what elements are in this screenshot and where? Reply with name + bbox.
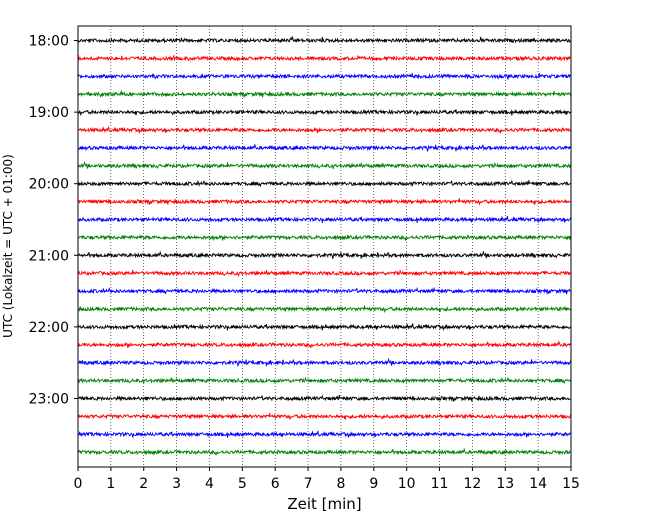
trace-2145 bbox=[77, 305, 572, 314]
trace-1815 bbox=[77, 55, 572, 62]
x-axis-ticks: 0 1 2 3 4 5 6 7 8 9 10 11 12 13 14 15 bbox=[74, 467, 580, 492]
y-tick-label: 21:00 bbox=[29, 248, 69, 264]
y-axis-ticks: 18:00 19:00 20:00 21:00 22:00 23:00 bbox=[29, 34, 78, 408]
x-tick-label: 6 bbox=[271, 476, 280, 492]
x-tick-label: 14 bbox=[529, 476, 547, 492]
trace-1945 bbox=[77, 160, 572, 170]
plot-frame bbox=[77, 25, 572, 468]
trace-2100 bbox=[77, 250, 572, 259]
y-tick-label: 22:00 bbox=[29, 320, 69, 336]
grid-lines bbox=[110, 26, 539, 467]
trace-1930 bbox=[77, 143, 572, 152]
x-tick-label: 13 bbox=[496, 476, 514, 492]
x-tick-label: 10 bbox=[398, 476, 416, 492]
x-tick-label: 12 bbox=[463, 476, 481, 492]
x-tick-label: 15 bbox=[562, 476, 580, 492]
x-tick-label: 4 bbox=[205, 476, 214, 492]
x-axis-label: Zeit [min] bbox=[287, 495, 361, 513]
trace-2015 bbox=[77, 198, 572, 206]
trace-1915 bbox=[77, 126, 572, 135]
x-tick-label: 9 bbox=[369, 476, 378, 492]
trace-2000 bbox=[77, 179, 572, 188]
trace-2115 bbox=[77, 269, 572, 277]
y-tick-label: 20:00 bbox=[29, 177, 69, 193]
x-tick-label: 8 bbox=[336, 476, 345, 492]
x-tick-label: 7 bbox=[304, 476, 313, 492]
trace-2300 bbox=[77, 394, 572, 402]
trace-2200 bbox=[77, 323, 572, 331]
trace-2330 bbox=[77, 430, 572, 439]
trace-1900 bbox=[77, 108, 572, 117]
y-tick-label: 18:00 bbox=[29, 34, 69, 50]
trace-2245 bbox=[77, 376, 572, 385]
trace-2315 bbox=[77, 412, 572, 421]
x-tick-label: 0 bbox=[74, 476, 83, 492]
trace-1845 bbox=[77, 89, 572, 98]
x-tick-label: 2 bbox=[139, 476, 148, 492]
trace-2345 bbox=[77, 447, 572, 456]
trace-1800 bbox=[77, 35, 572, 44]
trace-2215 bbox=[77, 340, 572, 349]
x-tick-label: 11 bbox=[431, 476, 449, 492]
trace-1830 bbox=[77, 72, 572, 80]
trace-2230 bbox=[77, 357, 572, 367]
seismogram-traces bbox=[77, 35, 572, 456]
x-tick-label: 3 bbox=[172, 476, 181, 492]
y-tick-label: 23:00 bbox=[29, 392, 69, 408]
trace-2045 bbox=[77, 234, 572, 242]
trace-2030 bbox=[77, 215, 572, 224]
x-tick-label: 1 bbox=[106, 476, 115, 492]
y-axis-label: UTC (Lokalzeit = UTC + 01:00) bbox=[1, 154, 15, 338]
x-tick-label: 5 bbox=[238, 476, 247, 492]
y-tick-label: 19:00 bbox=[29, 105, 69, 121]
trace-2130 bbox=[77, 286, 572, 295]
